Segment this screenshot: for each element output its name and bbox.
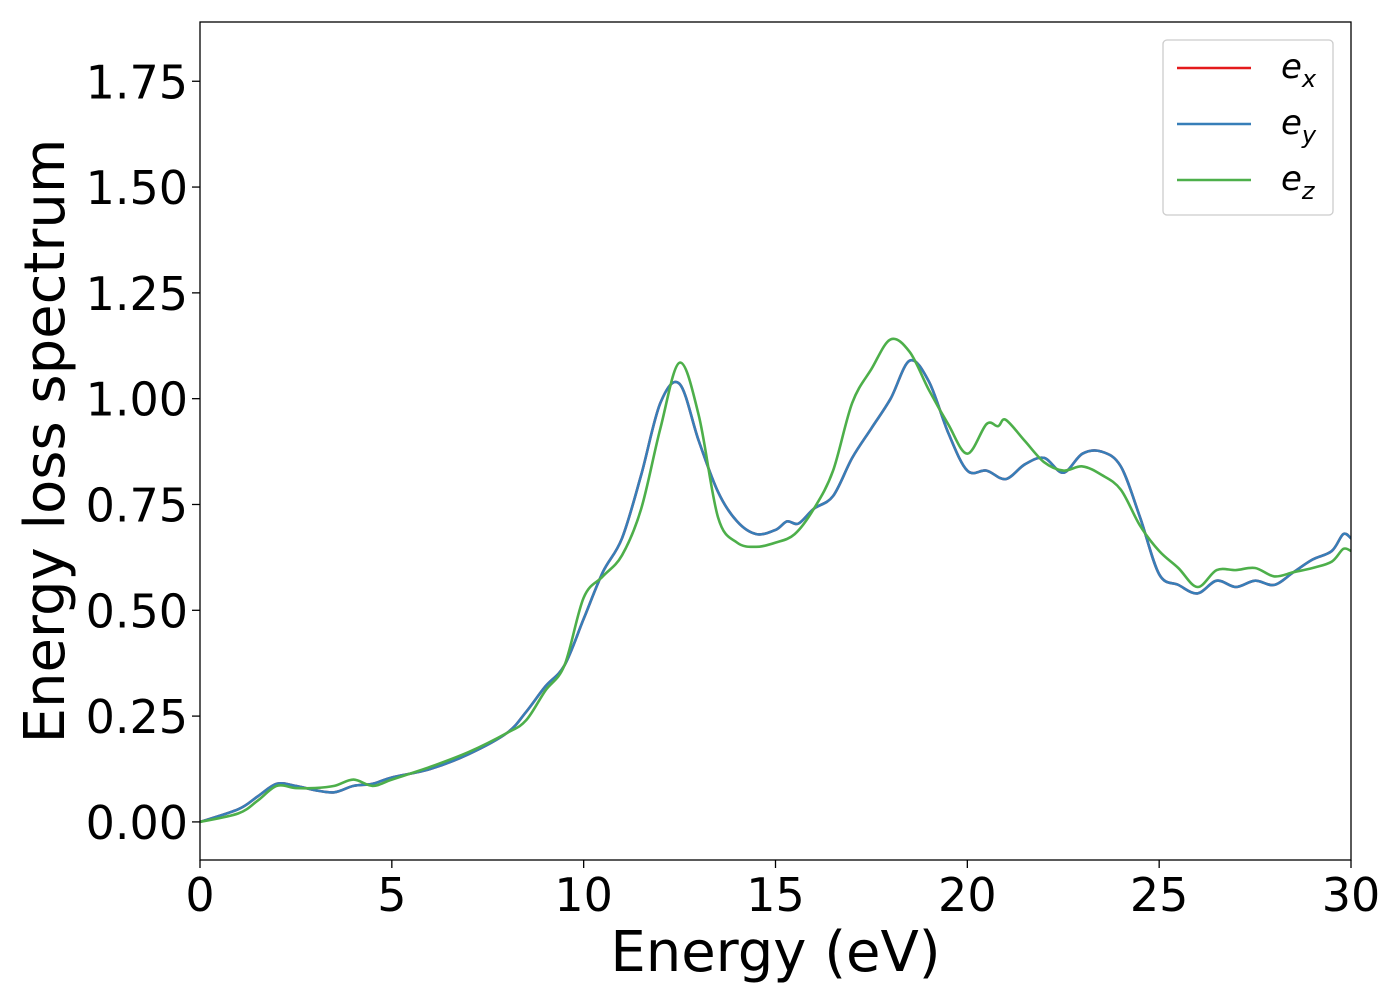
x-tick-label: 15 xyxy=(746,868,805,922)
y-tick-label: 1.50 xyxy=(86,161,188,215)
x-tick-label: 10 xyxy=(554,868,613,922)
y-tick-label: 1.00 xyxy=(86,373,188,427)
y-axis-label: Energy loss spectrum xyxy=(13,139,78,744)
x-tick-label: 5 xyxy=(377,868,406,922)
y-tick-label: 0.50 xyxy=(86,584,188,638)
series-line-ez xyxy=(200,337,1351,824)
y-tick-label: 1.25 xyxy=(86,267,188,321)
x-tick-label: 20 xyxy=(938,868,997,922)
y-axis-ticks: 0.00 0.25 0.50 0.75 1.00 1.25 1.50 1.75 xyxy=(86,55,200,850)
x-axis-ticks: 0 5 10 15 20 25 30 xyxy=(185,860,1380,922)
x-tick-label: 25 xyxy=(1130,868,1189,922)
legend-box xyxy=(1162,39,1334,216)
y-tick-label: 0.75 xyxy=(86,478,188,532)
series-layer xyxy=(200,337,1351,824)
x-tick-label: 30 xyxy=(1322,868,1381,922)
x-tick-label: 0 xyxy=(185,868,214,922)
x-axis-label: Energy (eV) xyxy=(610,920,940,985)
y-tick-label: 1.75 xyxy=(86,55,188,109)
y-tick-label: 0.25 xyxy=(86,690,188,744)
y-tick-label: 0.00 xyxy=(86,796,188,850)
